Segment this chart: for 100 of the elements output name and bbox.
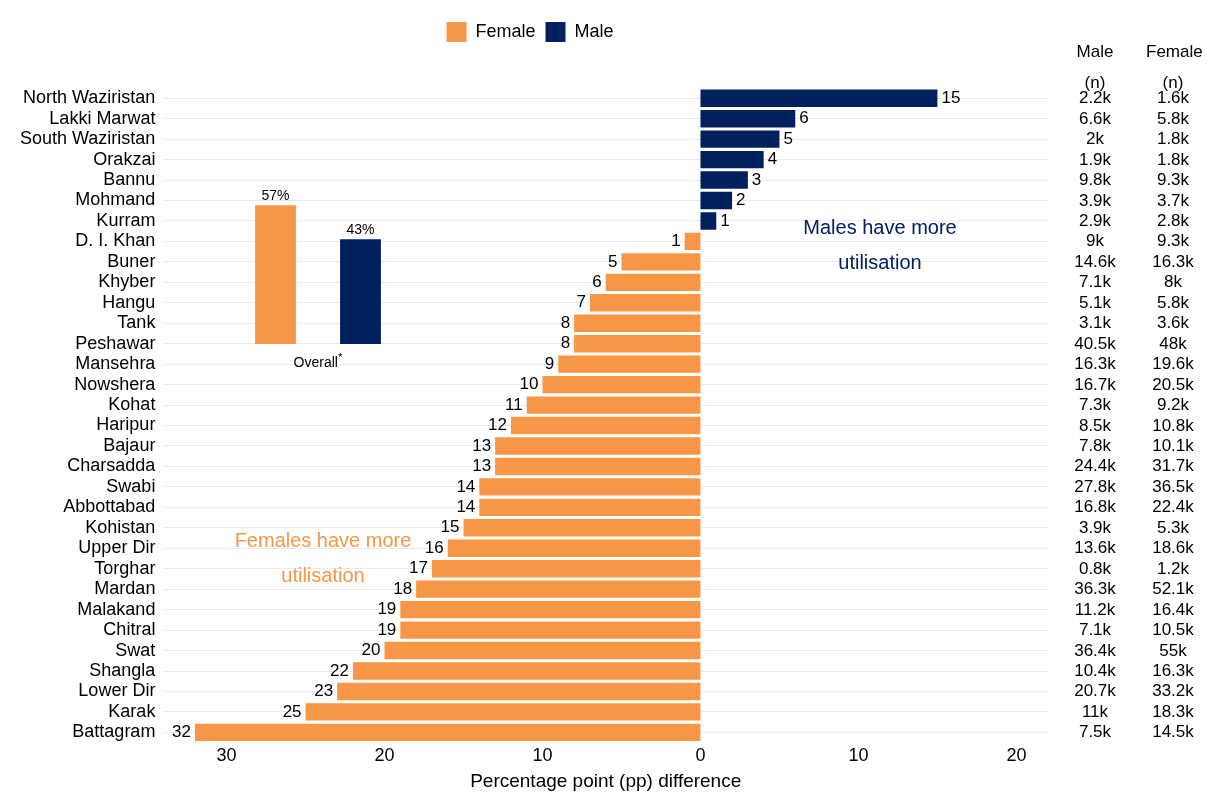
x-tick-label: 30	[216, 745, 237, 766]
y-tick-label: Shangla	[89, 659, 157, 680]
text: 18.6k	[1151, 538, 1195, 559]
text: 7.8k	[1077, 435, 1113, 456]
data-label: 57%	[261, 187, 290, 204]
text: 27.8k	[1073, 476, 1117, 497]
annotation: Males have more utilisation	[802, 215, 958, 275]
y-tick-label: Chitral	[103, 619, 156, 640]
text: 1.2k	[1155, 558, 1191, 579]
text: 16.3k	[1151, 661, 1195, 681]
text: 16.3k	[1073, 354, 1117, 375]
y-tick-label: Malakand	[77, 598, 156, 619]
text: 1.8k	[1155, 129, 1191, 150]
data-label: 22	[330, 660, 349, 680]
data-label: 14	[456, 476, 476, 496]
y-tick-label: Bajaur	[103, 434, 156, 455]
bar	[400, 600, 701, 619]
text: 19.6k	[1151, 354, 1195, 375]
data-label: 5	[783, 128, 793, 148]
y-tick-label: Nowshera	[74, 373, 157, 394]
bar	[574, 314, 701, 332]
text: 9.3k	[1155, 170, 1191, 191]
y-tick-label: Charsadda	[67, 455, 157, 476]
y-tick-label: Buner	[107, 250, 156, 271]
text: 14.6k	[1073, 251, 1117, 272]
bar	[700, 212, 717, 230]
bar	[684, 232, 701, 251]
bar	[700, 171, 748, 189]
text: 2.9k	[1077, 210, 1113, 231]
text: 7.1k	[1077, 272, 1113, 293]
text: 22.4k	[1151, 497, 1195, 518]
text: 9.8k	[1077, 170, 1113, 191]
y-tick-label: Swabi	[106, 475, 156, 496]
x-tick-label: 0	[695, 745, 706, 766]
y-tick-label: Lower Dir	[78, 680, 156, 701]
data-label: 17	[409, 558, 428, 578]
y-tick-label: Hangu	[102, 291, 156, 312]
data-label: 8	[560, 312, 571, 332]
text: 31.7k	[1151, 456, 1195, 477]
text: 20.7k	[1073, 681, 1117, 702]
text: 3.6k	[1155, 313, 1191, 334]
data-label: 6	[799, 108, 809, 128]
text: 10.1k	[1151, 435, 1195, 456]
y-tick-label: D. I. Khan	[75, 230, 156, 251]
data-label: 19	[377, 599, 397, 619]
data-label: 25	[282, 701, 302, 721]
data-label: 1	[671, 231, 681, 251]
x-axis-title: Percentage point (pp) difference	[470, 769, 742, 791]
text: 8k	[1163, 272, 1183, 293]
text: 1.8k	[1155, 149, 1191, 170]
y-tick-label: South Waziristan	[20, 128, 156, 149]
text: 11.2k	[1073, 599, 1117, 620]
y-tick-label: Orakzai	[93, 148, 156, 169]
data-label: 15	[941, 87, 961, 107]
y-tick-label: Haripur	[96, 414, 156, 435]
data-label: 4	[767, 149, 778, 169]
bar	[558, 355, 701, 373]
bar	[700, 191, 733, 210]
data-label: 10	[519, 374, 539, 394]
data-label: 16	[424, 537, 444, 557]
y-tick-label: Karak	[108, 700, 157, 721]
y-tick-label: Mohmand	[75, 189, 156, 210]
y-tick-label: Lakki Marwat	[49, 107, 156, 128]
y-tick-label: Kohat	[108, 394, 156, 415]
bar	[542, 375, 701, 394]
data-label: 12	[487, 415, 507, 435]
text: 20.5k	[1151, 374, 1195, 395]
data-label: 1	[720, 210, 730, 230]
bar	[416, 580, 701, 598]
text: 2.8k	[1155, 210, 1191, 231]
text: 3.9k	[1077, 190, 1113, 211]
text: 9k	[1085, 231, 1105, 252]
bar	[700, 150, 764, 169]
text: 55k	[1158, 640, 1188, 661]
text: 5.8k	[1155, 108, 1191, 129]
text: 36.4k	[1073, 640, 1117, 661]
bar	[447, 539, 701, 557]
bar	[605, 273, 701, 292]
y-tick-label: Kohistan	[85, 516, 156, 537]
bar	[510, 416, 701, 435]
text: 16.3k	[1151, 251, 1195, 272]
bar	[621, 253, 701, 271]
bar	[574, 335, 701, 353]
data-label: 19	[377, 619, 397, 639]
bar	[495, 457, 701, 476]
x-tick-label: 20	[1006, 745, 1027, 766]
text: 16.7k	[1073, 374, 1117, 395]
annotation: Overall$^{*}$	[292, 350, 344, 370]
y-tick-label: Kurram	[96, 209, 156, 230]
bar	[463, 519, 701, 537]
data-label: 8	[560, 333, 571, 353]
y-tick-label: North Waziristan	[23, 87, 156, 108]
data-label: 11	[505, 394, 523, 414]
bar	[526, 396, 701, 414]
text: 40.5k	[1073, 333, 1117, 354]
legend-label: Female	[475, 20, 536, 41]
text: 9.3k	[1155, 231, 1191, 252]
data-label: 5	[608, 251, 618, 271]
bar	[700, 89, 938, 107]
text: 0.8k	[1077, 558, 1113, 579]
